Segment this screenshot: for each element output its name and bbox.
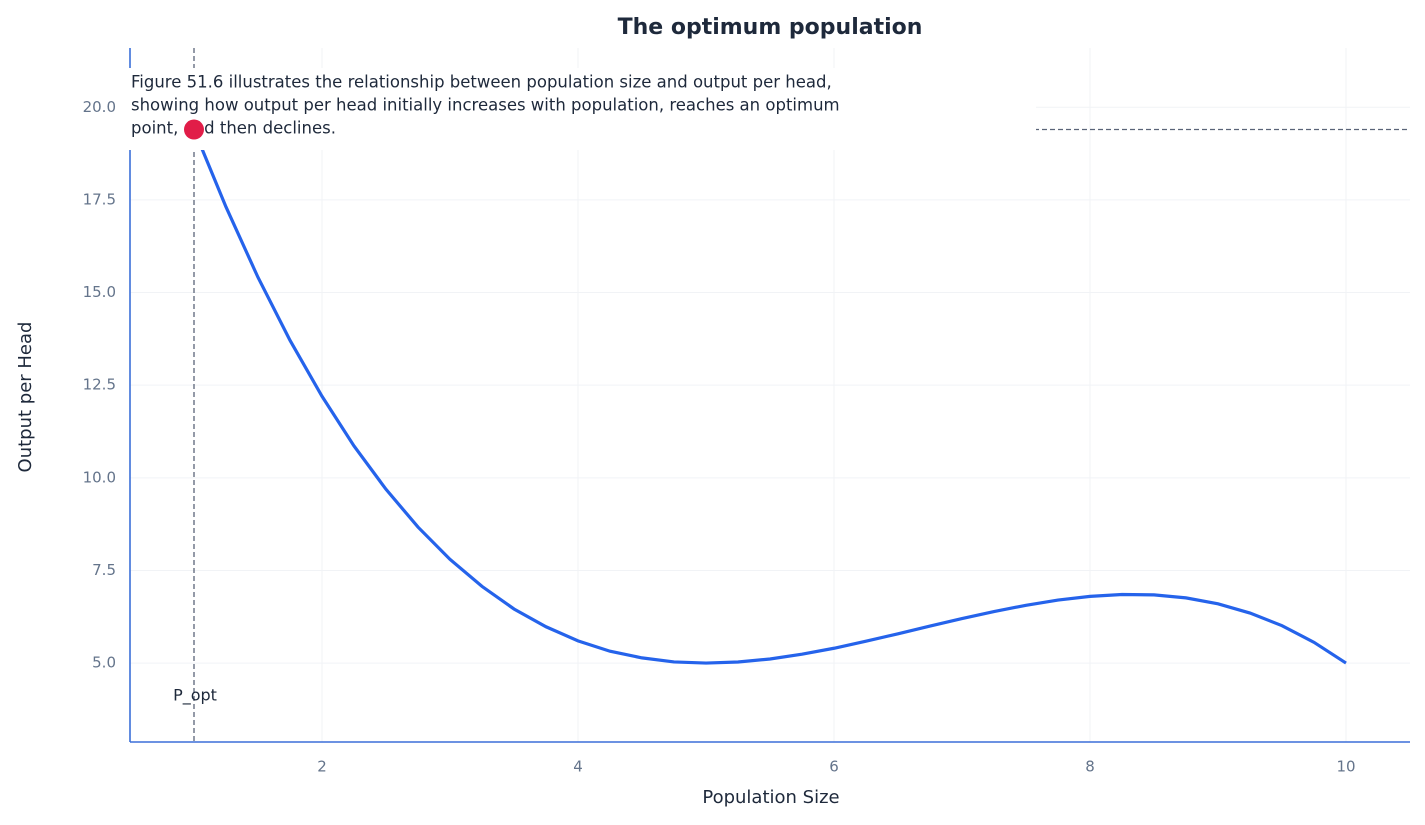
chart-title: The optimum population [618, 15, 923, 40]
x-tick-label: 10 [1336, 758, 1355, 776]
annotation-text: showing how output per head initially in… [131, 96, 840, 115]
x-tick-label: 2 [317, 758, 327, 776]
optimum-label: P_opt [173, 686, 217, 706]
annotation-text: point, and then declines. [131, 119, 336, 138]
annotation-background [128, 68, 1036, 150]
y-tick-label: 17.5 [83, 190, 116, 208]
x-axis-label: Population Size [702, 787, 839, 808]
y-axis-label: Output per Head [15, 322, 36, 473]
data-line [192, 128, 1347, 665]
annotation-text: Figure 51.6 illustrates the relationship… [131, 73, 832, 92]
y-tick-label: 20.0 [83, 98, 116, 116]
y-tick-label: 15.0 [83, 283, 116, 301]
y-tick-label: 7.5 [92, 561, 116, 579]
optimum-point [184, 119, 204, 140]
y-tick-label: 5.0 [92, 654, 116, 672]
y-tick-label: 10.0 [83, 468, 116, 486]
x-tick-label: 4 [573, 758, 583, 776]
x-tick-label: 8 [1085, 758, 1095, 776]
y-tick-label: 12.5 [83, 376, 116, 394]
x-tick-label: 6 [829, 758, 839, 776]
